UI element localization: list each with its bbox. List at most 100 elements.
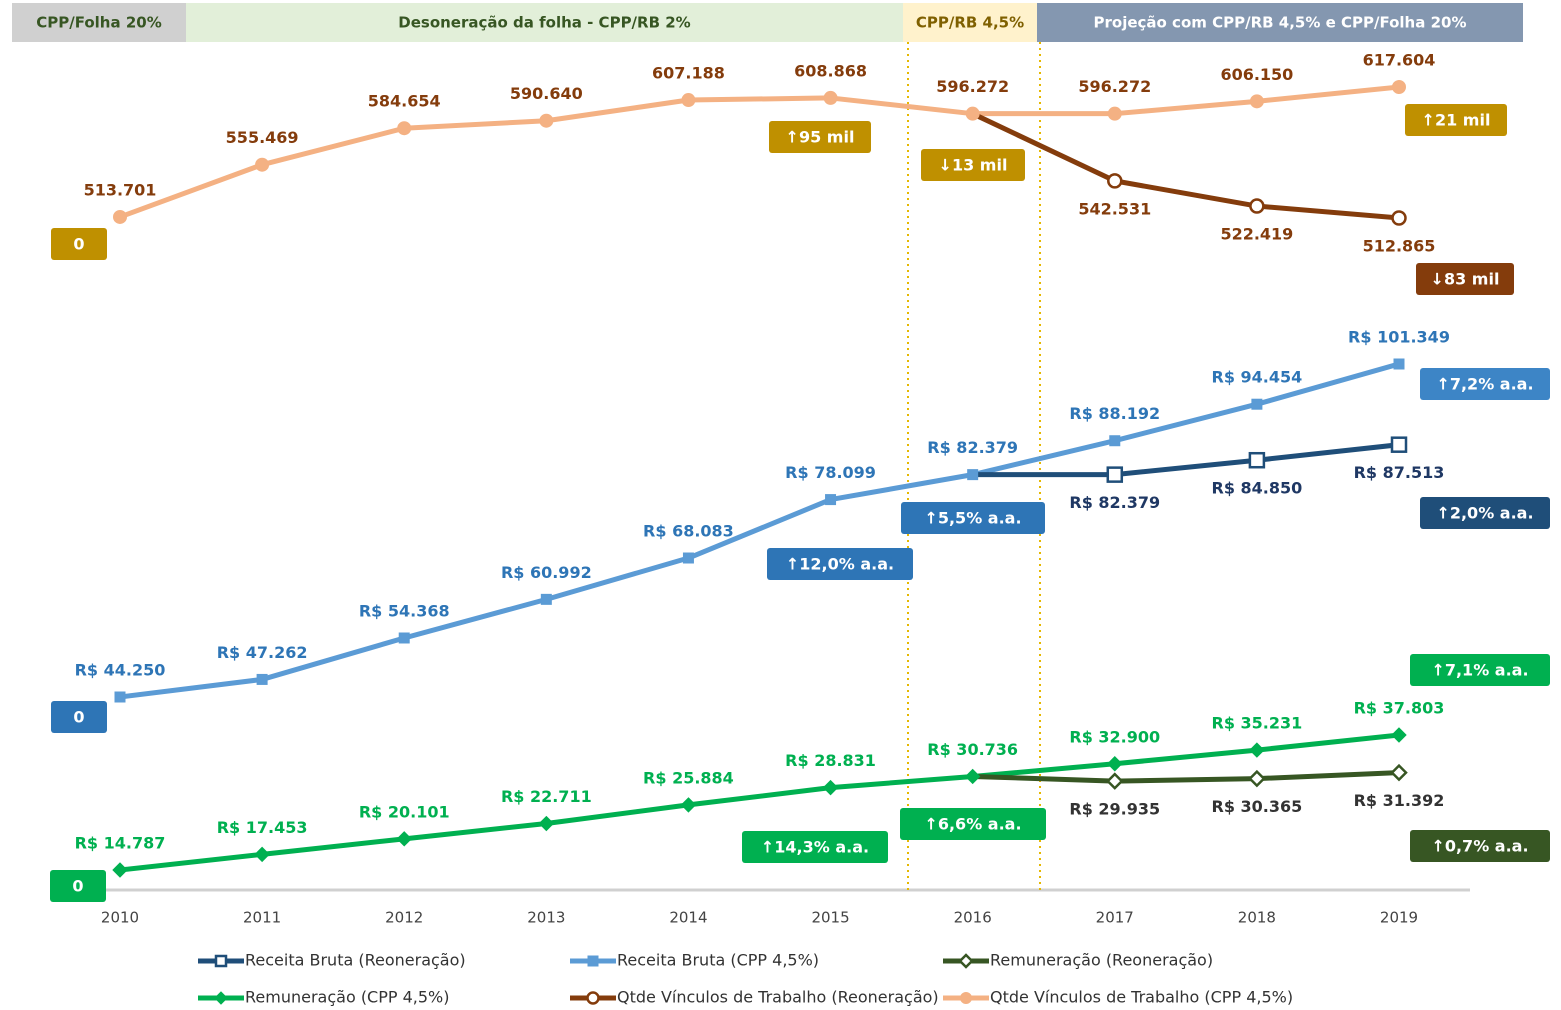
legend-label: Remuneração (Reoneração) (990, 951, 1213, 970)
badge-label: 0 (72, 877, 83, 896)
series-line (119, 361, 1400, 700)
badge (51, 701, 107, 733)
badge-label: 0 (73, 708, 84, 727)
x-tick-label: 2010 (101, 909, 139, 927)
data-point (1107, 106, 1122, 121)
legend-label: Receita Bruta (CPP 4,5%) (617, 951, 819, 970)
data-label: R$ 78.099 (785, 463, 876, 482)
badge (921, 149, 1025, 181)
data-label: 617.604 (1363, 51, 1436, 70)
data-label: R$ 68.083 (643, 522, 734, 541)
data-point (1106, 466, 1124, 483)
badge-label: ↑7,2% a.a. (1436, 375, 1533, 394)
badge (1405, 104, 1507, 136)
x-tick-label: 2017 (1096, 909, 1134, 927)
legend-marker (214, 991, 228, 1005)
data-label: R$ 35.231 (1212, 714, 1303, 733)
data-label: R$ 20.101 (359, 802, 450, 821)
badge-label: ↓13 mil (939, 156, 1008, 175)
data-point (680, 797, 697, 813)
badge-label: ↑7,1% a.a. (1431, 661, 1528, 680)
period-band (186, 3, 903, 42)
data-label: R$ 37.803 (1354, 699, 1445, 718)
data-point (1393, 358, 1405, 370)
data-point (1392, 80, 1406, 94)
data-point (254, 846, 270, 863)
data-point (255, 157, 270, 172)
x-tick-label: 2011 (243, 909, 281, 927)
data-point (1248, 769, 1266, 788)
legend-label: Qtde Vínculos de Trabalho (Reoneração) (617, 988, 939, 1007)
x-tick-label: 2016 (954, 909, 992, 927)
badge (1416, 263, 1514, 295)
badge (1420, 497, 1550, 529)
data-label: R$ 94.454 (1212, 368, 1303, 387)
data-point (112, 862, 128, 878)
legend-marker (214, 954, 228, 968)
data-label: R$ 28.831 (785, 751, 876, 770)
badge-label: ↑95 mil (786, 128, 855, 147)
badge-label: ↓83 mil (1431, 270, 1500, 289)
data-label: R$ 82.379 (927, 438, 1018, 457)
badge-label: ↑0,7% a.a. (1431, 837, 1528, 856)
data-label: R$ 47.262 (217, 643, 308, 662)
data-label: 542.531 (1078, 199, 1151, 218)
badge (50, 870, 106, 902)
data-label: R$ 17.453 (217, 818, 308, 837)
data-point (1391, 727, 1407, 743)
data-label: 606.150 (1220, 65, 1293, 84)
data-label: 555.469 (226, 128, 299, 147)
data-label: R$ 22.711 (501, 787, 592, 806)
x-tick-label: 2012 (385, 909, 423, 927)
x-tick-label: 2018 (1238, 909, 1276, 927)
data-label: 608.868 (794, 61, 867, 80)
badge (51, 228, 107, 260)
data-point (1249, 94, 1264, 109)
data-label: R$ 30.736 (927, 740, 1018, 759)
data-label: R$ 14.787 (75, 834, 166, 853)
series-line (119, 84, 1400, 220)
period-band (903, 3, 1037, 42)
x-tick-label: 2014 (669, 909, 707, 927)
badge (1410, 830, 1550, 862)
data-label: R$ 87.513 (1354, 463, 1445, 482)
data-point (256, 673, 268, 685)
badge-label: ↑5,5% a.a. (924, 509, 1021, 528)
badge (901, 502, 1045, 534)
x-tick-label: 2019 (1380, 909, 1418, 927)
data-point (397, 121, 412, 136)
data-label: R$ 44.250 (75, 661, 166, 680)
data-label: 596.272 (1078, 77, 1151, 96)
data-label: 584.654 (368, 92, 441, 111)
period-band (1037, 3, 1523, 42)
x-tick-label: 2015 (811, 909, 849, 927)
data-point (538, 815, 555, 832)
period-label: Projeção com CPP/RB 4,5% e CPP/Folha 20% (1094, 14, 1467, 32)
data-label: R$ 54.368 (359, 601, 450, 620)
data-label: 513.701 (84, 180, 157, 199)
data-label: R$ 30.365 (1212, 797, 1303, 816)
data-label: R$ 101.349 (1348, 328, 1450, 347)
data-point (113, 209, 127, 224)
data-label: R$ 84.850 (1212, 479, 1303, 498)
data-label: R$ 60.992 (501, 563, 592, 582)
data-label: 607.188 (652, 64, 725, 83)
legend-marker (587, 955, 599, 967)
data-point (964, 768, 981, 785)
data-point (967, 469, 979, 481)
badge (769, 121, 871, 153)
badge-label: ↑14,3% a.a. (761, 838, 869, 857)
badge (1420, 368, 1550, 400)
data-point (540, 593, 552, 605)
data-point (539, 113, 554, 128)
data-point (825, 494, 837, 506)
data-point (822, 779, 839, 796)
data-label: 522.419 (1220, 225, 1293, 244)
period-band (12, 3, 186, 42)
data-label: 596.272 (936, 77, 1009, 96)
data-label: 512.865 (1363, 237, 1436, 256)
badge-label: ↑2,0% a.a. (1436, 504, 1533, 523)
data-point (1390, 436, 1408, 453)
data-point (1248, 451, 1266, 469)
data-point (682, 552, 694, 564)
